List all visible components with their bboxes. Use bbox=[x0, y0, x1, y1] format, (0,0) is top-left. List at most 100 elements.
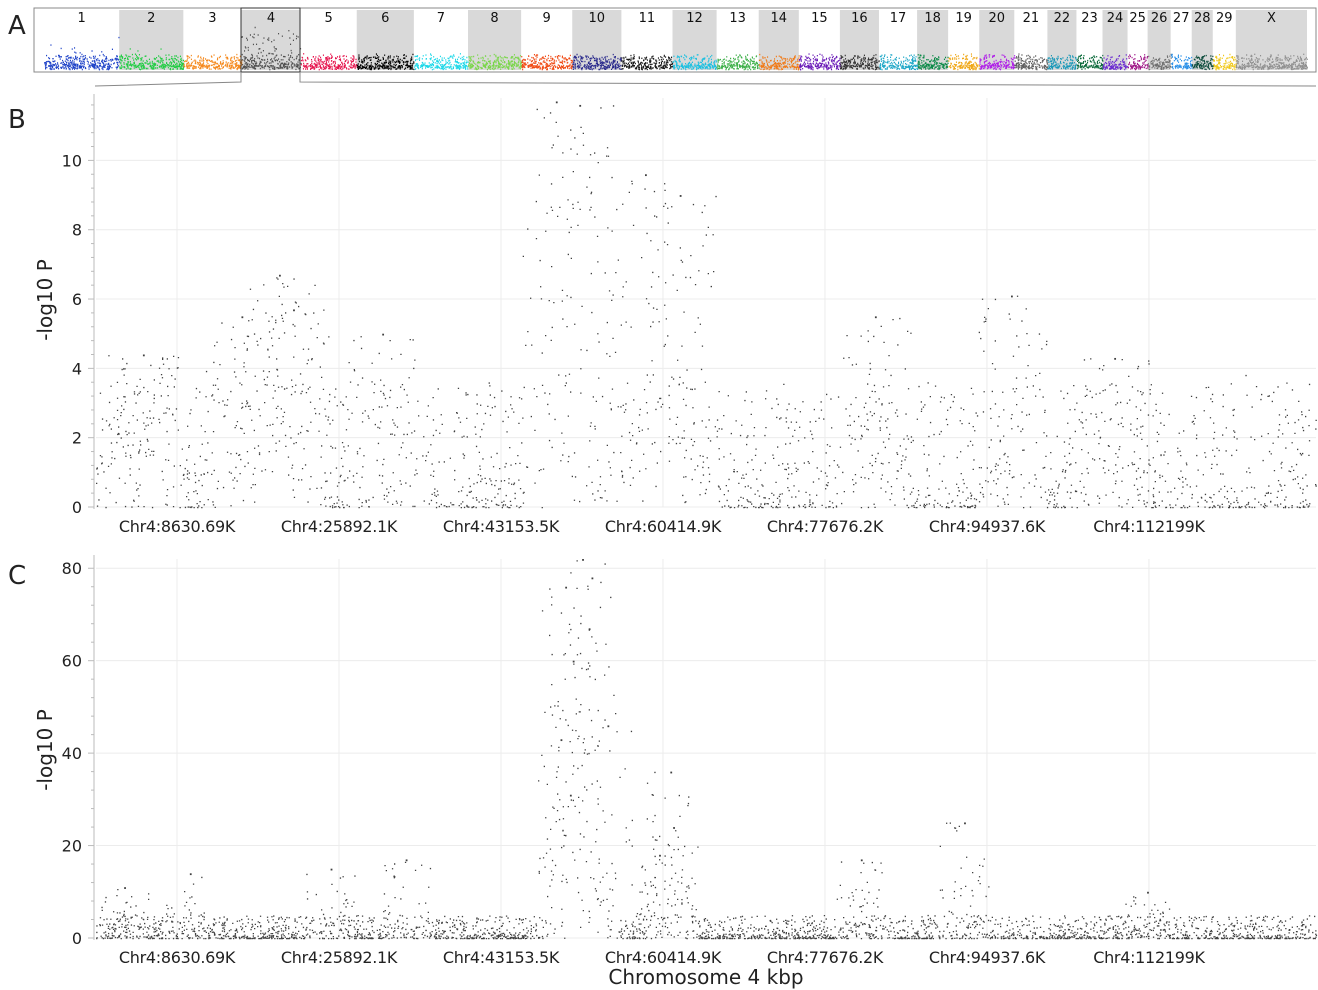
chromosome-label: 29 bbox=[1216, 11, 1233, 26]
zoom-connector-right bbox=[299, 72, 1317, 87]
chromosome-label: 14 bbox=[770, 11, 787, 26]
chr-points bbox=[1127, 54, 1149, 71]
peak-point bbox=[405, 859, 408, 862]
snp-points bbox=[96, 105, 1317, 509]
peak-point bbox=[964, 822, 966, 825]
zoom-connector-left bbox=[94, 72, 242, 87]
peak-point bbox=[874, 316, 877, 319]
peak-point bbox=[607, 725, 610, 728]
y-tick-label: 60 bbox=[62, 652, 82, 671]
chromosome-label: 5 bbox=[325, 11, 333, 26]
peak-point bbox=[124, 887, 126, 889]
chr-points bbox=[300, 53, 358, 71]
y-tick-label: 8 bbox=[72, 221, 82, 240]
chromosome-label: 10 bbox=[589, 11, 606, 26]
chr-points bbox=[917, 54, 949, 71]
chr-band-shade bbox=[468, 10, 522, 70]
panel-letter-b: B bbox=[8, 105, 26, 135]
y-tick-label: 20 bbox=[62, 837, 82, 856]
x-tick-label: Chr4:25892.1K bbox=[281, 948, 398, 967]
chr-points bbox=[521, 54, 573, 71]
y-tick-label: 0 bbox=[72, 498, 82, 517]
peak-point bbox=[659, 854, 661, 857]
panel-c-gridlines bbox=[96, 559, 1316, 939]
y-tick-label: 10 bbox=[62, 151, 82, 170]
chromosome-label: 27 bbox=[1173, 11, 1190, 26]
peak-point bbox=[142, 354, 145, 357]
peak-point bbox=[588, 628, 591, 631]
chr-points bbox=[621, 54, 674, 71]
y-tick-label: 6 bbox=[72, 290, 82, 309]
x-tick-label: Chr4:8630.69K bbox=[119, 517, 236, 536]
panel-b-y-axis: 0 2 4 6 8 10 bbox=[62, 94, 95, 517]
y-tick-label: 2 bbox=[72, 429, 82, 448]
chromosome-labels: 1 2 3 4 5 6 7 8 9 10 11 12 13 14 15 16 17 18 19 20 21 22 23 24 2… bbox=[77, 11, 1276, 26]
peak-point bbox=[555, 101, 558, 104]
x-tick-label: Chr4:77676.2K bbox=[767, 948, 884, 967]
peak-point bbox=[679, 195, 682, 197]
peak-point bbox=[673, 827, 675, 829]
chr-points bbox=[241, 26, 302, 71]
chr4-panel-b: 0 2 4 6 8 10 Chr4:8630.69K Chr4:25892.1K Chr4:4… bbox=[33, 94, 1317, 536]
chromosome-label: 12 bbox=[686, 11, 703, 26]
panel-b-points bbox=[96, 101, 1317, 509]
x-tick-label: Chr4:112199K bbox=[1093, 948, 1205, 967]
chr-points bbox=[1213, 53, 1237, 71]
peak-point bbox=[565, 586, 568, 589]
chromosome-label: 18 bbox=[924, 11, 941, 26]
x-tick-label: Chr4:8630.69K bbox=[119, 948, 236, 967]
panel-c-x-axis-title: Chromosome 4 kbp bbox=[608, 965, 803, 989]
chr-points bbox=[879, 54, 919, 71]
peak-point bbox=[330, 868, 333, 871]
peak-point bbox=[670, 771, 673, 774]
chromosome-label: 4 bbox=[267, 11, 275, 26]
chr-points bbox=[1102, 54, 1129, 71]
panel-c-x-tick-labels: Chr4:8630.69K Chr4:25892.1K Chr4:43153.5K C… bbox=[119, 948, 1206, 967]
chromosome-label: 9 bbox=[543, 11, 551, 26]
chromosome-label: 7 bbox=[437, 11, 445, 26]
peak-point bbox=[189, 873, 192, 876]
chr-points bbox=[758, 53, 800, 71]
chr-points bbox=[468, 53, 523, 71]
peak-point bbox=[1114, 357, 1117, 360]
x-tick-label: Chr4:94937.6K bbox=[929, 948, 1046, 967]
chr-points bbox=[716, 54, 760, 71]
chr4-selection-box bbox=[240, 7, 301, 73]
peak-point bbox=[579, 104, 582, 107]
chr-points bbox=[948, 53, 981, 71]
y-tick-label: 40 bbox=[62, 744, 82, 763]
snp-points bbox=[96, 560, 1318, 940]
chr-points bbox=[1076, 54, 1104, 70]
chr-points bbox=[1047, 54, 1077, 70]
x-tick-label: Chr4:112199K bbox=[1093, 517, 1205, 536]
peak-point bbox=[569, 794, 572, 797]
peak-point bbox=[1147, 891, 1149, 894]
chr-points bbox=[1170, 53, 1193, 70]
chromosome-label: 20 bbox=[988, 11, 1005, 26]
panel-letter-a: A bbox=[8, 11, 26, 41]
peak-point bbox=[279, 274, 281, 277]
chromosome-label: 3 bbox=[208, 11, 216, 26]
peak-point bbox=[645, 174, 647, 177]
x-tick-label: Chr4:43153.5K bbox=[443, 948, 560, 967]
x-tick-label: Chr4:60414.9K bbox=[605, 948, 722, 967]
x-tick-label: Chr4:43153.5K bbox=[443, 517, 560, 536]
chr-band-shade bbox=[1191, 10, 1213, 70]
x-tick-label: Chr4:77676.2K bbox=[767, 517, 884, 536]
y-tick-label: 0 bbox=[72, 929, 82, 948]
panel-b-y-axis-title: -log10 P bbox=[33, 259, 57, 341]
chromosome-label: 6 bbox=[381, 11, 389, 26]
chr-points bbox=[1014, 53, 1049, 71]
chromosome-label: 22 bbox=[1054, 11, 1071, 26]
chr-points bbox=[979, 54, 1016, 71]
panel-c-y-axis: 0 20 40 60 80 bbox=[62, 555, 95, 948]
chromosome-label: 11 bbox=[639, 11, 656, 26]
chr-points bbox=[44, 36, 121, 71]
chr-band-shade bbox=[1147, 10, 1171, 70]
peak-point bbox=[241, 316, 244, 319]
chromosome-label: X bbox=[1267, 11, 1276, 26]
panel-c-y-axis-title: -log10 P bbox=[33, 709, 57, 791]
peak-point bbox=[582, 559, 584, 561]
x-tick-label: Chr4:94937.6K bbox=[929, 517, 1046, 536]
chr-points bbox=[183, 53, 243, 71]
